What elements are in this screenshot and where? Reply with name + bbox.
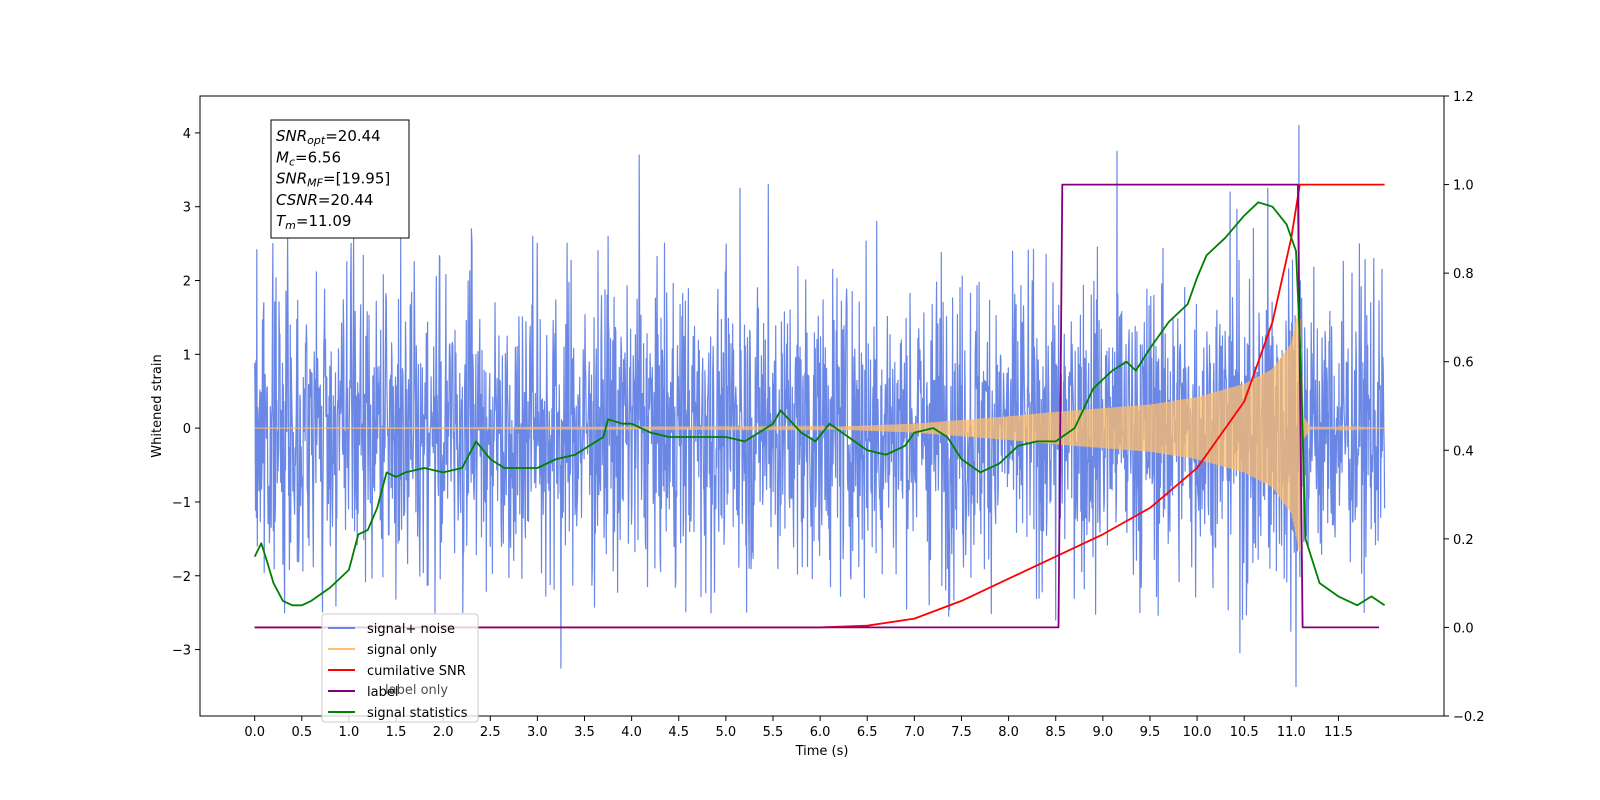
x-tick-label: 3.0 [527,725,548,740]
y-tick-label: −1 [172,496,191,511]
x-tick-label: 11.0 [1277,725,1306,740]
annotation-box: SNRopt=20.44Mc=6.56SNRMF=[19.95]CSNR=20.… [270,119,410,239]
legend-frame [321,613,479,723]
x-tick-label: 10.0 [1183,725,1212,740]
x-axis-label: Time (s) [795,744,849,759]
x-tick-label: 6.5 [857,725,878,740]
x-tick-label: 1.5 [386,725,407,740]
annotation-frame [270,119,410,239]
legend-label: cumilative SNR [367,664,466,679]
y-tick-label: 1 [183,348,191,363]
legend-label: signal statistics [367,706,468,721]
series-signal-only [254,304,1385,552]
y2-tick-label: 0.6 [1453,356,1474,371]
x-tick-label: 6.0 [810,725,831,740]
y2-tick-label: 0.8 [1453,267,1474,282]
x-tick-label: 9.5 [1140,725,1161,740]
x-tick-label: 2.5 [480,725,501,740]
y-axis-label: Whitened strain [150,354,165,457]
annotation-line: SNRMF=[19.95] [276,170,390,190]
y-tick-label: 3 [183,201,191,216]
x-tick-label: 0.5 [291,725,312,740]
series-cumilative-snr [254,183,1385,629]
plot-area [253,124,1386,688]
y2-tick-label: 0.0 [1453,621,1474,636]
x-tick-label: 8.5 [1045,725,1066,740]
series-signal-statistics [253,201,1386,607]
y2-tick-label: 1.0 [1453,179,1474,194]
x-tick-label: 1.0 [339,725,360,740]
y-tick-label: −3 [172,644,191,659]
x-tick-label: 11.5 [1324,725,1353,740]
y2-tick-label: 0.2 [1453,533,1474,548]
legend-label: label [367,685,398,700]
x-tick-label: 7.5 [951,725,972,740]
y-axis-right: −0.2 0.0 0.2 0.4 0.6 0.8 1.0 1.2 [1444,90,1485,725]
legend-label: signal+ noise [367,622,455,637]
y2-tick-label: 0.4 [1453,444,1474,459]
x-tick-label: 10.5 [1230,725,1259,740]
annotation-line: Tm=11.09 [276,212,351,232]
series-label [254,183,1379,629]
annotation-line: CSNR=20.44 [276,191,373,209]
annotation-line: SNRopt=20.44 [276,127,381,147]
x-tick-label: 7.0 [904,725,925,740]
series-signal-plus-noise [254,124,1386,688]
x-tick-label: 4.5 [668,725,689,740]
legend: label only signal+ noise signal only cumila… [321,613,479,723]
y-tick-label: 4 [183,127,191,142]
x-tick-label: 5.0 [716,725,737,740]
x-tick-label: 8.0 [998,725,1019,740]
y-tick-label: 2 [183,275,191,290]
legend-label: signal only [367,643,437,658]
y-tick-label: 0 [183,422,191,437]
annotation-line: Mc=6.56 [276,148,341,168]
legend-hidden-label: label only [385,683,448,698]
x-tick-label: 0.0 [244,725,265,740]
x-axis: 0.0 0.5 1.0 1.5 2.0 2.5 3.0 3.5 4.0 4.5 5.0 5.5 6.0 6… [244,716,1353,740]
y2-tick-label: −0.2 [1453,710,1485,725]
y-tick-label: −2 [172,570,191,585]
x-tick-label: 3.5 [574,725,595,740]
x-tick-label: 9.0 [1092,725,1113,740]
axes-frame [199,95,1445,717]
y-axis-left: −3 −2 −1 0 1 2 3 4 [172,127,200,659]
x-tick-label: 2.0 [433,725,454,740]
x-tick-label: 4.0 [621,725,642,740]
y2-tick-label: 1.2 [1453,90,1474,105]
x-tick-label: 5.5 [763,725,784,740]
